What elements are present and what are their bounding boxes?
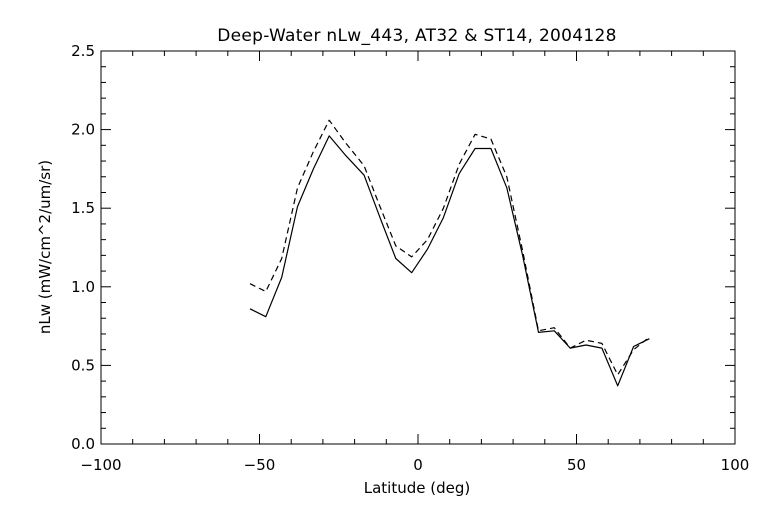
y-tick-label: 1.5 <box>71 199 95 217</box>
y-tick-label: 2.0 <box>71 121 95 139</box>
y-tick-label: 0.5 <box>71 356 95 374</box>
plot-axes <box>100 50 736 445</box>
chart-title: Deep-Water nLw_443, AT32 & ST14, 2004128 <box>217 26 617 46</box>
plot-frame <box>100 50 736 445</box>
series-layer <box>249 119 650 387</box>
x-tick-label: −100 <box>80 456 121 474</box>
x-axis-label: Latitude (deg) <box>364 479 470 497</box>
axis-ticks <box>100 50 736 445</box>
x-tick-label: 50 <box>567 456 586 474</box>
y-tick-label: 2.5 <box>71 42 95 60</box>
series-line-dashed <box>249 119 650 376</box>
x-tick-label: 100 <box>721 456 750 474</box>
series-line-solid <box>249 135 650 387</box>
y-axis-label: nLw (mW/cm^2/um/sr) <box>36 160 54 334</box>
x-tick-label: −50 <box>244 456 276 474</box>
x-tick-label: 0 <box>413 456 423 474</box>
y-tick-label: 0.0 <box>71 435 95 453</box>
tick-labels: −100 −50 0 50 100 0.0 0.5 1.0 1.5 2.0 2.5 <box>71 42 749 474</box>
y-tick-label: 1.0 <box>71 278 95 296</box>
